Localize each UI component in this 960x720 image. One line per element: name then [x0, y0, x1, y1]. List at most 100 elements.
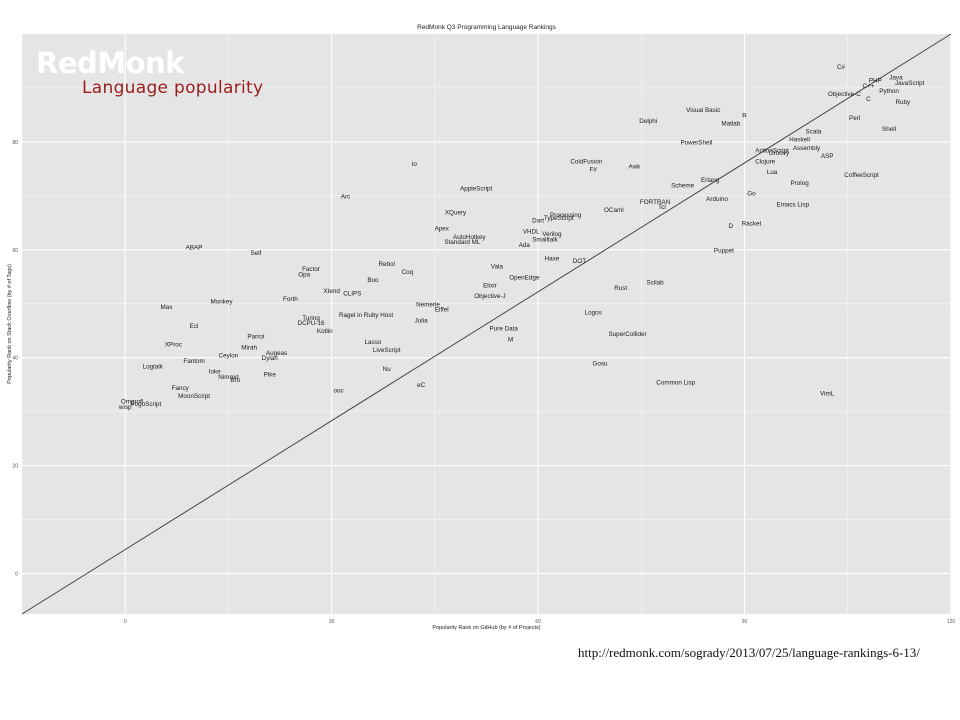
point-label: C++	[862, 83, 874, 90]
point-label: Shell	[882, 126, 896, 133]
point-label: Vala	[491, 264, 504, 271]
point-label: ASP	[821, 153, 834, 160]
point-label: Eiffel	[435, 307, 449, 314]
point-label: Awk	[629, 164, 642, 171]
point-label: OCaml	[604, 207, 624, 214]
point-label: Ioke	[209, 369, 221, 376]
point-label: Verilog	[542, 231, 562, 238]
point-label: ABAP	[186, 245, 203, 252]
point-label: Augeas	[266, 350, 287, 357]
point-label: Matlab	[721, 121, 740, 128]
point-label: OpenEdge	[509, 274, 540, 281]
point-label: F#	[589, 166, 597, 173]
x-tick-label: 60	[535, 619, 541, 625]
point-label: Nemerle	[416, 301, 440, 308]
point-label: VimL	[820, 390, 835, 397]
point-label: Ecl	[190, 323, 199, 330]
point-label: FORTRAN	[640, 199, 671, 206]
point-label: D	[729, 223, 734, 230]
point-label: Groovy	[769, 150, 790, 157]
y-tick-label: 40	[12, 356, 18, 362]
point-label: Julia	[415, 317, 428, 324]
point-label: Lua	[767, 169, 778, 176]
source-url[interactable]: http://redmonk.com/sogrady/2013/07/25/la…	[578, 645, 920, 660]
point-label: Dart	[532, 218, 544, 225]
point-label: Python	[879, 88, 899, 95]
point-label: Forth	[283, 296, 298, 303]
point-label: Scala	[805, 129, 821, 136]
point-label: ColdFusion	[570, 158, 602, 165]
point-label: Standard ML	[444, 239, 481, 246]
x-tick-label: 0	[124, 619, 127, 625]
point-label: Arduino	[706, 196, 728, 203]
y-axis-label: Popularity Rank on Stack Overflow (by # …	[7, 264, 13, 384]
point-label: SuperCollider	[608, 331, 646, 338]
point-label: TypeScript	[544, 215, 574, 222]
point-label: Dylan	[262, 355, 279, 362]
point-label: Fancy	[172, 385, 190, 392]
point-label: Haxe	[545, 255, 560, 262]
point-label: wisp	[118, 404, 132, 411]
x-tick-label: 120	[947, 619, 956, 625]
point-label: Ceylon	[219, 353, 239, 360]
point-label: Java	[889, 75, 903, 82]
point-label: Io	[412, 161, 418, 168]
y-tick-label: 80	[12, 140, 18, 146]
point-label: Parrot	[247, 334, 264, 341]
y-tick-label: 20	[12, 464, 18, 470]
point-label: Nimrod	[218, 374, 239, 381]
point-label: C#	[837, 64, 846, 71]
point-label: Pure Data	[490, 326, 519, 333]
point-label: AppleScript	[460, 185, 492, 192]
point-label: M	[508, 336, 513, 343]
scatter-chart: 0 30 60 90 120 0 20 40 60 80 RedMonk Q3 Programmin…	[7, 24, 956, 631]
point-label: ActionScript	[755, 148, 789, 155]
point-label: Turing	[302, 315, 320, 322]
point-label: R	[742, 112, 747, 119]
point-label: Logos	[585, 309, 602, 316]
point-label: XProc	[165, 342, 182, 349]
point-label: Apex	[435, 226, 450, 233]
point-label: Haskell	[789, 137, 810, 144]
point-label: CoffeeScript	[844, 172, 879, 179]
point-label: Mirah	[241, 344, 257, 351]
point-label: Self	[251, 250, 262, 257]
point-label: Xtend	[323, 288, 340, 295]
point-label: Rebol	[378, 261, 394, 268]
point-label: Ragel in Ruby Host	[339, 312, 393, 319]
point-label: Pike	[264, 371, 277, 378]
x-tick-label: 30	[329, 619, 335, 625]
point-label: PHP	[869, 77, 882, 84]
point-label: LiveScript	[373, 347, 401, 354]
point-label: Elixir	[483, 282, 497, 289]
point-label: Ruby	[895, 99, 911, 106]
point-label: eC	[417, 382, 426, 389]
point-label: Fantom	[183, 358, 204, 365]
point-label: Common Lisp	[656, 380, 695, 387]
overlay-subtitle: Language popularity	[82, 78, 264, 98]
point-label: PogoScript	[130, 401, 161, 408]
point-label: CLIPS	[343, 290, 361, 297]
chart-title: RedMonk Q3 Programming Language Rankings	[417, 24, 556, 31]
y-tick-label: 60	[12, 248, 18, 254]
point-label: Objective-J	[474, 293, 506, 300]
point-label: Objective-C	[828, 91, 861, 98]
trend-line	[21, 33, 952, 615]
point-label: Delphi	[639, 118, 657, 125]
point-label: Visual Basic	[686, 107, 720, 114]
point-label: DCPU-16	[298, 320, 325, 327]
point-label: Arc	[341, 193, 350, 200]
point-label: Erlang	[701, 177, 720, 184]
point-label: Assembly	[793, 145, 821, 152]
point-label: Bro	[230, 377, 240, 384]
point-label: VHDL	[523, 228, 540, 235]
point-label: Opa	[298, 272, 310, 279]
point-label: Clojure	[755, 158, 775, 165]
point-label: Nu	[383, 366, 392, 373]
point-label: Logtalk	[143, 363, 164, 370]
point-label: Emacs Lisp	[776, 201, 809, 208]
point-label: Scilab	[647, 280, 665, 287]
point-label: JavaScript	[895, 80, 925, 87]
point-label: Racket	[742, 220, 762, 227]
point-label: Prolog	[791, 180, 810, 187]
